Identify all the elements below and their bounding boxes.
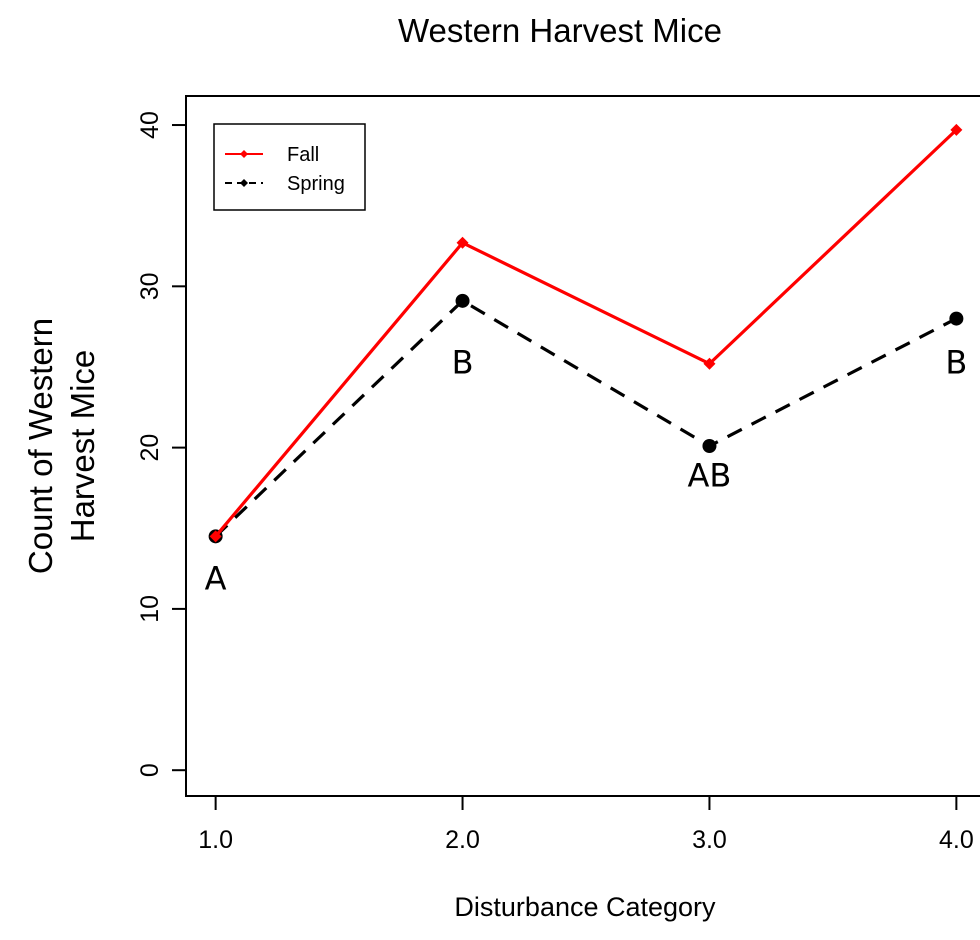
series-layer (208, 123, 964, 544)
y-axis-label-line-1: Count of Western (22, 318, 59, 574)
series-line-spring (214, 299, 958, 538)
legend-spring-marker (240, 179, 248, 187)
significance-letter: B (452, 343, 474, 381)
data-point (455, 293, 470, 308)
y-tick-label: 40 (136, 111, 164, 139)
legend-fall-label: Fall (287, 144, 319, 166)
x-tick-label: 3.0 (692, 826, 727, 854)
series-line-fall (214, 128, 958, 538)
data-point (702, 439, 717, 453)
series-spring (208, 293, 964, 544)
legend: Fall Spring (213, 123, 366, 211)
y-axis: 0 10 20 30 40 (136, 111, 187, 777)
data-point (950, 123, 963, 136)
data-point (456, 236, 469, 249)
data-point (703, 357, 716, 370)
data-point (209, 530, 222, 543)
y-tick-label: 10 (136, 595, 164, 623)
x-axis: 1.0 2.0 3.0 4.0 (198, 795, 974, 854)
significance-letter: B (945, 343, 967, 381)
legend-fall-marker (240, 150, 248, 158)
chart-title: Western Harvest Mice (398, 12, 722, 49)
y-axis-label-line-2: Harvest Mice (64, 350, 101, 543)
y-tick-label: 20 (136, 434, 164, 462)
x-tick-label: 1.0 (198, 826, 233, 854)
y-tick-label: 0 (136, 763, 164, 777)
significance-letter: A (205, 560, 227, 598)
legend-box (213, 123, 366, 211)
x-axis-label: Disturbance Category (454, 892, 716, 922)
x-tick-label: 2.0 (445, 826, 480, 854)
legend-spring-label: Spring (287, 173, 345, 195)
data-point (949, 311, 964, 326)
series-fall (209, 123, 963, 543)
y-axis-label: Count of Western Harvest Mice (22, 318, 101, 574)
significance-letter: AB (688, 456, 732, 494)
x-tick-label: 4.0 (939, 826, 974, 854)
y-tick-label: 30 (136, 272, 164, 300)
